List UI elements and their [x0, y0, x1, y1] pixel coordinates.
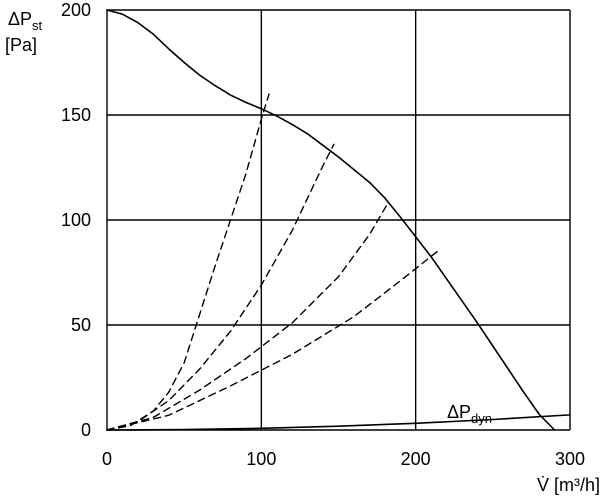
series-line-1 — [107, 415, 570, 430]
series-line-3 — [107, 144, 334, 430]
x-tick-label-300: 300 — [555, 449, 585, 469]
y-tick-label-0: 0 — [81, 420, 91, 440]
x-tick-label-0: 0 — [102, 449, 112, 469]
series-line-4 — [107, 203, 388, 430]
y-axis-unit: [Pa] — [5, 35, 37, 55]
y-tick-label-150: 150 — [61, 105, 91, 125]
y-tick-label-100: 100 — [61, 210, 91, 230]
series-line-5 — [107, 252, 437, 431]
y-tick-label-200: 200 — [61, 0, 91, 20]
tick-layer: 0 100 200 300 0 50 100 150 200 — [61, 0, 585, 469]
grid-layer — [107, 10, 570, 430]
x-tick-label-100: 100 — [246, 449, 276, 469]
x-tick-label-200: 200 — [401, 449, 431, 469]
pdyn-annotation: ΔPdyn — [447, 402, 492, 426]
y-tick-label-50: 50 — [71, 315, 91, 335]
series-line-2 — [107, 94, 269, 430]
x-axis-title: V̇ [m³/h] — [537, 475, 600, 495]
y-axis-title: ΔPst — [8, 9, 43, 33]
